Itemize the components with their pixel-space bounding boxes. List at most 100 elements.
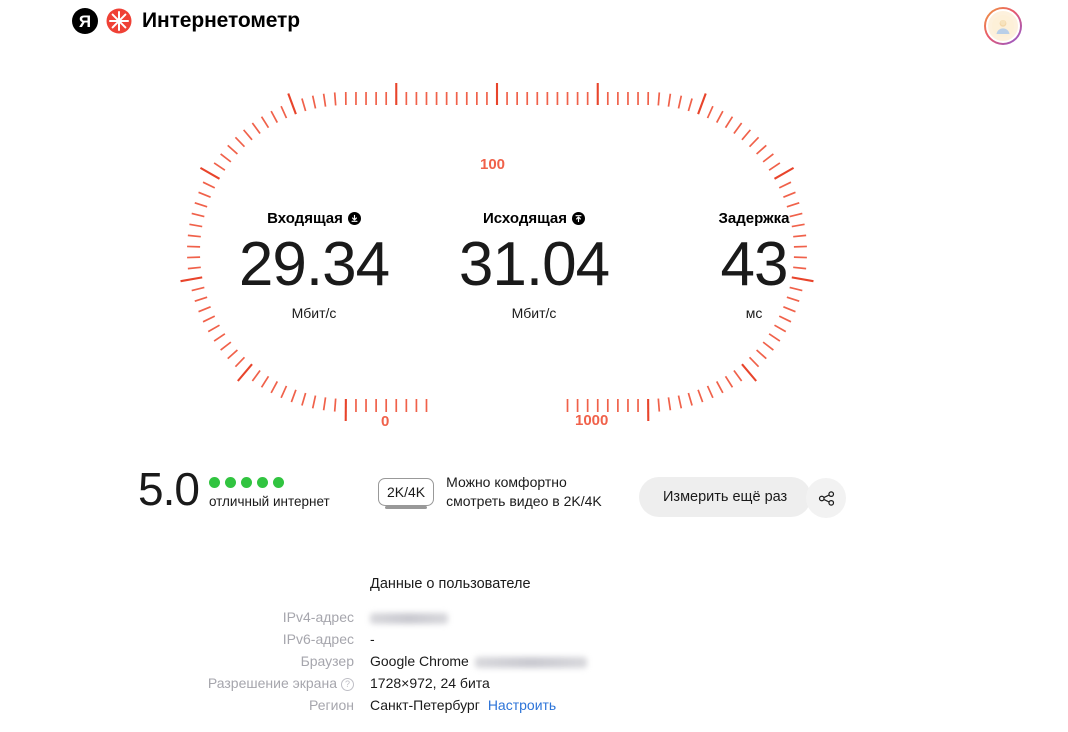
gauge-label-0: 0: [381, 413, 390, 430]
gauge-tick: [220, 341, 232, 351]
gauge-tick: [786, 201, 800, 208]
gauge-tick: [251, 370, 261, 382]
gauge-major-tick: [287, 93, 297, 115]
gauge-tick: [715, 110, 724, 123]
metric-upload-value: 31.04: [458, 230, 610, 299]
gauge-tick: [783, 191, 796, 198]
metric-upload-header: Исходящая: [424, 208, 644, 228]
gauge-tick: [789, 286, 803, 292]
gauge-tick: [786, 296, 800, 303]
user-data-label: Регион: [309, 697, 354, 713]
share-nodes-icon: [818, 490, 834, 506]
gauge-tick: [774, 324, 787, 333]
gauge-tick: [198, 306, 211, 313]
yandex-flower-icon: [106, 8, 132, 34]
user-avatar[interactable]: [984, 7, 1022, 45]
metric-download-label: Входящая: [267, 209, 343, 227]
gauge-tick: [667, 397, 672, 411]
gauge-tick: [198, 191, 211, 198]
gauge-tick: [311, 395, 317, 409]
metric-upload-label: Исходящая: [482, 209, 568, 227]
download-arrow-icon[interactable]: [347, 211, 361, 225]
gauge-tick: [220, 153, 232, 163]
metric-latency-label: Задержка: [718, 209, 790, 227]
gauge-tick: [778, 315, 792, 323]
gauge-tick: [187, 234, 201, 238]
gauge-tick: [768, 162, 781, 171]
rating-dot: [208, 477, 220, 488]
gauge-tick: [687, 98, 693, 112]
metric-download-unit: Мбит/с: [291, 305, 337, 321]
gauge-tick: [260, 116, 270, 129]
quality-badge: 2K/4K: [378, 477, 435, 509]
upload-arrow-icon[interactable]: [572, 211, 586, 225]
gauge-tick: [242, 129, 253, 141]
gauge-tick: [733, 122, 743, 134]
gauge-tick: [768, 333, 781, 342]
gauge-tick: [301, 392, 307, 406]
metric-download-header: Входящая: [204, 208, 424, 228]
gauge-tick: [724, 116, 734, 129]
gauge-tick: [333, 398, 337, 412]
gauge-tick: [194, 201, 208, 208]
table-row: IPv4-адрес: [0, 606, 587, 628]
gauge-tick: [733, 370, 743, 382]
table-row: Разрешение экрана? 1728×972, 24 бита: [0, 672, 587, 694]
avatar: [986, 9, 1020, 43]
user-data-label: Разрешение экрана?: [0, 672, 362, 694]
gauge-tick: [270, 381, 279, 394]
metric-latency-unit: мс: [745, 305, 763, 321]
gauge-tick: [251, 122, 261, 134]
gauge-tick: [778, 181, 792, 189]
configure-region-link[interactable]: Настроить: [487, 697, 557, 713]
gauge-tick: [706, 385, 714, 399]
metric-latency: Задержка 43 мс: [644, 208, 864, 322]
gauge-tick: [202, 181, 216, 189]
gauge-tick: [322, 397, 327, 411]
user-data-table: IPv4-адрес IPv6-адрес - Браузер Google Chro…: [0, 606, 587, 716]
gauge-tick: [724, 375, 734, 388]
help-icon[interactable]: ?: [341, 677, 354, 691]
brand-logo[interactable]: Я Интернетометр: [72, 8, 300, 34]
user-data-label: IPv6-адрес: [282, 631, 354, 647]
gauge-tick: [270, 110, 279, 123]
gauge-tick: [762, 153, 774, 163]
gauge-tick: [791, 223, 805, 228]
user-data-title: Данные о пользователе: [370, 576, 531, 592]
remeasure-button[interactable]: Измерить ещё раз: [639, 477, 812, 517]
gauge-tick: [697, 389, 704, 403]
gauge-tick: [762, 341, 774, 351]
share-button[interactable]: [806, 478, 846, 518]
metric-latency-header: Задержка: [644, 208, 864, 228]
user-data-value: 1728×972, 24 бита: [370, 675, 490, 691]
gauge-tick: [657, 92, 661, 106]
gauge-tick: [715, 381, 724, 394]
table-row: IPv6-адрес -: [0, 628, 587, 650]
gauge-tick: [213, 333, 226, 342]
gauge-tick: [280, 105, 288, 119]
gauge-tick: [667, 93, 672, 107]
rating-dot: [240, 477, 252, 488]
quality-text: Можно комфортно смотреть видео в 2K/4K: [446, 473, 602, 511]
user-data-label: Браузер: [300, 653, 354, 669]
gauge-label-100: 100: [480, 156, 506, 173]
rating-text: отличный интернет: [208, 494, 330, 509]
redacted-value: [474, 656, 587, 668]
gauge-major-tick: [791, 276, 814, 283]
gauge-tick: [677, 395, 683, 409]
rating-block: 5.0 отличный интернет: [138, 466, 330, 512]
table-row: Регион Санкт-Петербург Настроить: [0, 694, 587, 716]
gauge-tick: [191, 212, 205, 218]
gauge-major-tick: [199, 166, 221, 180]
gauge-tick: [207, 324, 220, 333]
gauge-tick: [657, 398, 661, 412]
gauge-tick: [677, 95, 683, 109]
gauge-major-tick: [773, 166, 795, 180]
summary-row: 5.0 отличный интернет 2K/4K Можно комфор…: [0, 466, 1068, 530]
speed-gauge: 100 0 1000: [0, 80, 1068, 450]
brand-title: Интернетометр: [142, 9, 300, 32]
gauge-tick: [234, 136, 246, 148]
gauge-tick: [756, 144, 767, 155]
gauge-tick: [187, 266, 201, 270]
